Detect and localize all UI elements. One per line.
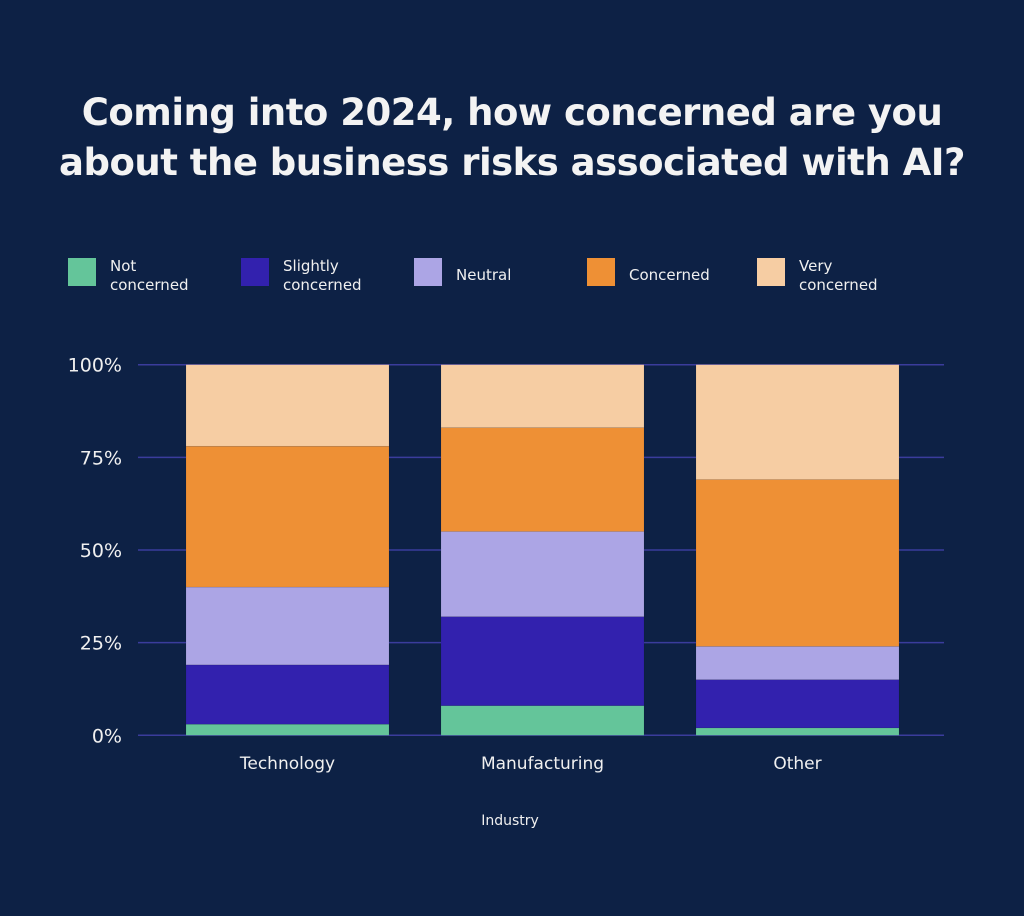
bar-segment — [695, 479, 900, 647]
bar-segment — [440, 616, 645, 706]
legend-label: Concerned — [629, 266, 710, 284]
bar-segment — [440, 705, 645, 736]
legend-swatch — [414, 258, 442, 286]
legend-item: Concerned — [587, 257, 729, 286]
y-tick-label: 0% — [92, 725, 122, 747]
bar-segment — [695, 646, 900, 681]
bar-segment — [695, 679, 900, 729]
legend-label: Very concerned — [799, 257, 878, 294]
y-tick-label: 50% — [80, 540, 122, 562]
bar-segment — [440, 364, 645, 429]
chart-title-line-2: about the business risks associated with… — [59, 141, 965, 184]
y-tick-label: 25% — [80, 633, 122, 655]
legend-item: Slightly concerned — [241, 257, 383, 295]
bar-segment — [185, 664, 390, 725]
x-tick-label: Technology — [239, 754, 335, 774]
chart-title: Coming into 2024, how concerned are you … — [0, 88, 1024, 188]
legend-swatch — [757, 258, 785, 286]
y-tick-label: 100% — [68, 355, 122, 377]
legend-item: Neutral — [414, 257, 556, 286]
bar-segment — [185, 445, 390, 588]
y-tick-label: 75% — [80, 447, 122, 469]
legend-swatch — [587, 258, 615, 286]
legend-label: Neutral — [456, 266, 512, 284]
bar-segment — [695, 364, 900, 480]
bar-segment — [185, 723, 390, 736]
legend-label: Not concerned — [110, 257, 189, 294]
legend-item: Very concerned — [757, 257, 899, 295]
bar-segment — [440, 531, 645, 618]
x-tick-label: Manufacturing — [481, 754, 604, 774]
x-axis-label: Industry — [481, 813, 539, 829]
legend: Not concerned Slightly concerned Neutral Conc… — [0, 257, 1024, 297]
legend-swatch — [241, 258, 269, 286]
bar-segment — [185, 586, 390, 666]
legend-swatch — [68, 258, 96, 286]
legend-item: Not concerned — [68, 257, 210, 295]
bar-segment — [440, 427, 645, 532]
x-tick-label: Other — [773, 754, 821, 774]
bar-segment — [185, 364, 390, 447]
legend-label: Slightly concerned — [283, 257, 362, 294]
chart-title-line-1: Coming into 2024, how concerned are you — [81, 91, 943, 134]
bar-segment — [695, 727, 900, 736]
